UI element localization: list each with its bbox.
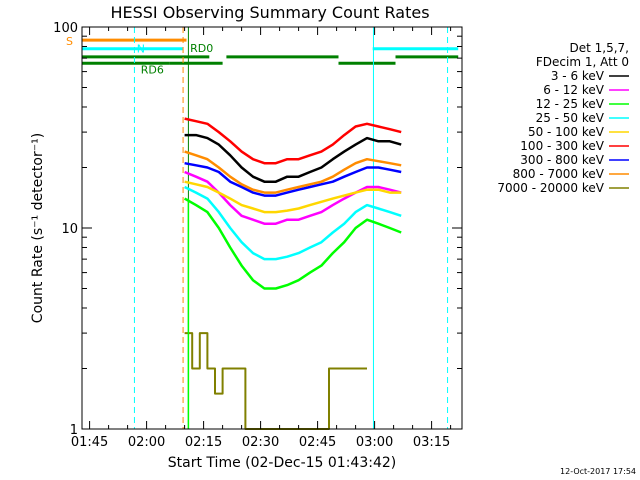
flag-bar-label: N xyxy=(137,43,145,56)
x-tick-label: 03:15 xyxy=(413,435,450,450)
x-axis-ticks: 01:45 02:00 02:15 02:30 02:45 03:00 03:15 xyxy=(71,27,452,450)
chart-title: HESSI Observing Summary Count Rates xyxy=(110,3,429,22)
legend-entry-label: 25 - 50 keV xyxy=(536,111,605,125)
series-line xyxy=(184,117,402,165)
series-line xyxy=(184,133,402,183)
series-line xyxy=(183,197,402,290)
legend-header-line1: Det 1,5,7, xyxy=(570,41,630,55)
x-tick-label: 03:00 xyxy=(356,435,393,450)
series-line xyxy=(184,180,402,214)
legend-entry-label: 50 - 100 keV xyxy=(528,125,605,139)
flag-bars: S N RD0 RD6 xyxy=(66,35,459,76)
x-tick-label: 02:00 xyxy=(128,435,165,450)
y-tick-label: 100 xyxy=(53,21,78,36)
legend-entry-label: 100 - 300 keV xyxy=(520,139,604,153)
legend-header-line2: FDecim 1, Att 0 xyxy=(536,55,629,69)
flag-bar-label: RD0 xyxy=(190,42,213,55)
y-axis-label: Count Rate (s⁻¹ detector⁻¹) xyxy=(30,133,46,323)
legend-entry-label: 6 - 12 keV xyxy=(543,83,605,97)
footer-timestamp: 12-Oct-2017 17:54 xyxy=(560,467,636,476)
flag-bar-label: S xyxy=(66,35,73,48)
legend-entry-label: 3 - 6 keV xyxy=(551,69,605,83)
legend-entry-label: 800 - 7000 keV xyxy=(513,167,605,181)
x-tick-label: 01:45 xyxy=(71,435,108,450)
legend-entry-label: 12 - 25 keV xyxy=(536,97,605,111)
flag-bar-label: RD6 xyxy=(141,63,164,76)
series-line xyxy=(184,150,402,194)
series-line xyxy=(184,185,402,261)
x-tick-label: 02:45 xyxy=(299,435,336,450)
x-tick-label: 02:15 xyxy=(185,435,222,450)
y-tick-label: 1 xyxy=(70,423,78,438)
x-tick-label: 02:30 xyxy=(242,435,279,450)
x-axis-label: Start Time (02-Dec-15 01:43:42) xyxy=(168,455,396,471)
legend-entry-label: 7000 - 20000 keV xyxy=(497,181,604,195)
legend-entry-label: 300 - 800 keV xyxy=(520,153,604,167)
y-axis-ticks: 1 10 100 xyxy=(53,21,462,438)
series-line xyxy=(184,161,402,197)
series-lines xyxy=(183,117,402,430)
y-tick-label: 10 xyxy=(61,222,78,237)
